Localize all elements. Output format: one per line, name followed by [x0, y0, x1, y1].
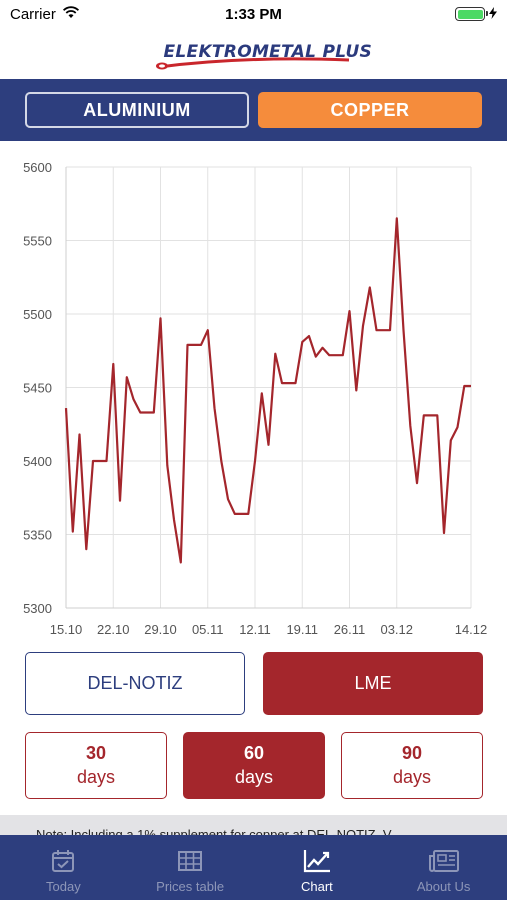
x-tick-label: 12.11: [239, 622, 271, 637]
x-tick-label: 15.10: [50, 622, 83, 637]
y-tick-label: 5450: [23, 381, 52, 396]
note-text: Note: Including a 1% supplement for copp…: [36, 827, 392, 835]
tab-today[interactable]: Today: [0, 835, 127, 900]
y-tick-label: 5550: [23, 234, 52, 249]
note-strip: Note: Including a 1% supplement for copp…: [0, 815, 507, 835]
period-30-button[interactable]: 30 days: [25, 732, 167, 799]
x-tick-label: 19.11: [286, 622, 318, 637]
tab-chart[interactable]: Chart: [254, 835, 381, 900]
y-tick-label: 5600: [23, 160, 52, 175]
status-left: Carrier: [10, 6, 80, 23]
table-icon: [178, 851, 203, 871]
newspaper-icon: [428, 850, 459, 872]
period-90-button[interactable]: 90 days: [341, 732, 483, 799]
price-chart: 5300 5350 5400 5450 5500 5550 5600 15.10 22.10 29…: [0, 141, 507, 646]
chart-svg: 5300 5350 5400 5450 5500 5550 5600 15.10 22.10 29…: [23, 160, 488, 637]
status-bar: Carrier 1:33 PM: [0, 0, 507, 28]
calendar-icon: [52, 850, 75, 872]
logo-swoosh-icon: [155, 57, 349, 70]
chart-icon: [303, 850, 330, 873]
copper-button[interactable]: COPPER: [258, 92, 482, 128]
app-header: ELEKTROMETAL PLUS: [0, 28, 507, 80]
x-tick-label: 26.11: [334, 622, 366, 637]
tab-about-us[interactable]: About Us: [380, 835, 507, 900]
y-tick-label: 5300: [23, 601, 52, 616]
y-tick-label: 5350: [23, 528, 52, 543]
tab-today-label: Today: [46, 879, 81, 894]
period-90-number: 90: [401, 743, 423, 764]
tab-bar: Today Prices table Chart About Us: [0, 835, 507, 900]
period-60-number: 60: [243, 743, 265, 764]
period-selector: 30 days 60 days 90 days: [25, 732, 483, 799]
x-tick-label: 29.10: [144, 622, 177, 637]
y-tick-label: 5500: [23, 307, 52, 322]
tab-about-us-label: About Us: [416, 879, 471, 894]
logo: ELEKTROMETAL PLUS: [154, 34, 372, 74]
del-notiz-button[interactable]: DEL-NOTIZ: [25, 652, 245, 715]
metal-selector: ALUMINIUM COPPER: [0, 79, 507, 141]
battery-icon: [455, 7, 488, 21]
period-60-button[interactable]: 60 days: [183, 732, 325, 799]
status-right: [455, 6, 497, 23]
lme-button[interactable]: LME: [263, 652, 483, 715]
period-30-number: 30: [85, 743, 107, 764]
charging-icon: [489, 6, 497, 23]
wifi-icon: [62, 5, 80, 23]
logo-text: ELEKTROMETAL PLUS: [163, 42, 373, 62]
carrier-label: Carrier: [10, 5, 56, 23]
period-90-unit: days: [392, 766, 432, 787]
tab-prices-table-label: Prices table: [156, 879, 225, 894]
period-60-unit: days: [234, 766, 274, 787]
y-tick-label: 5400: [23, 454, 52, 469]
price-series-line: [64, 217, 471, 564]
x-tick-label: 14.12: [455, 622, 488, 637]
x-tick-label: 22.10: [97, 622, 130, 637]
period-30-unit: days: [76, 766, 116, 787]
tab-prices-table[interactable]: Prices table: [127, 835, 254, 900]
source-selector: DEL-NOTIZ LME: [25, 652, 483, 715]
aluminium-button[interactable]: ALUMINIUM: [25, 92, 249, 128]
tab-chart-label: Chart: [300, 879, 333, 894]
x-tick-label: 03.12: [380, 622, 413, 637]
x-tick-label: 05.11: [192, 622, 224, 637]
